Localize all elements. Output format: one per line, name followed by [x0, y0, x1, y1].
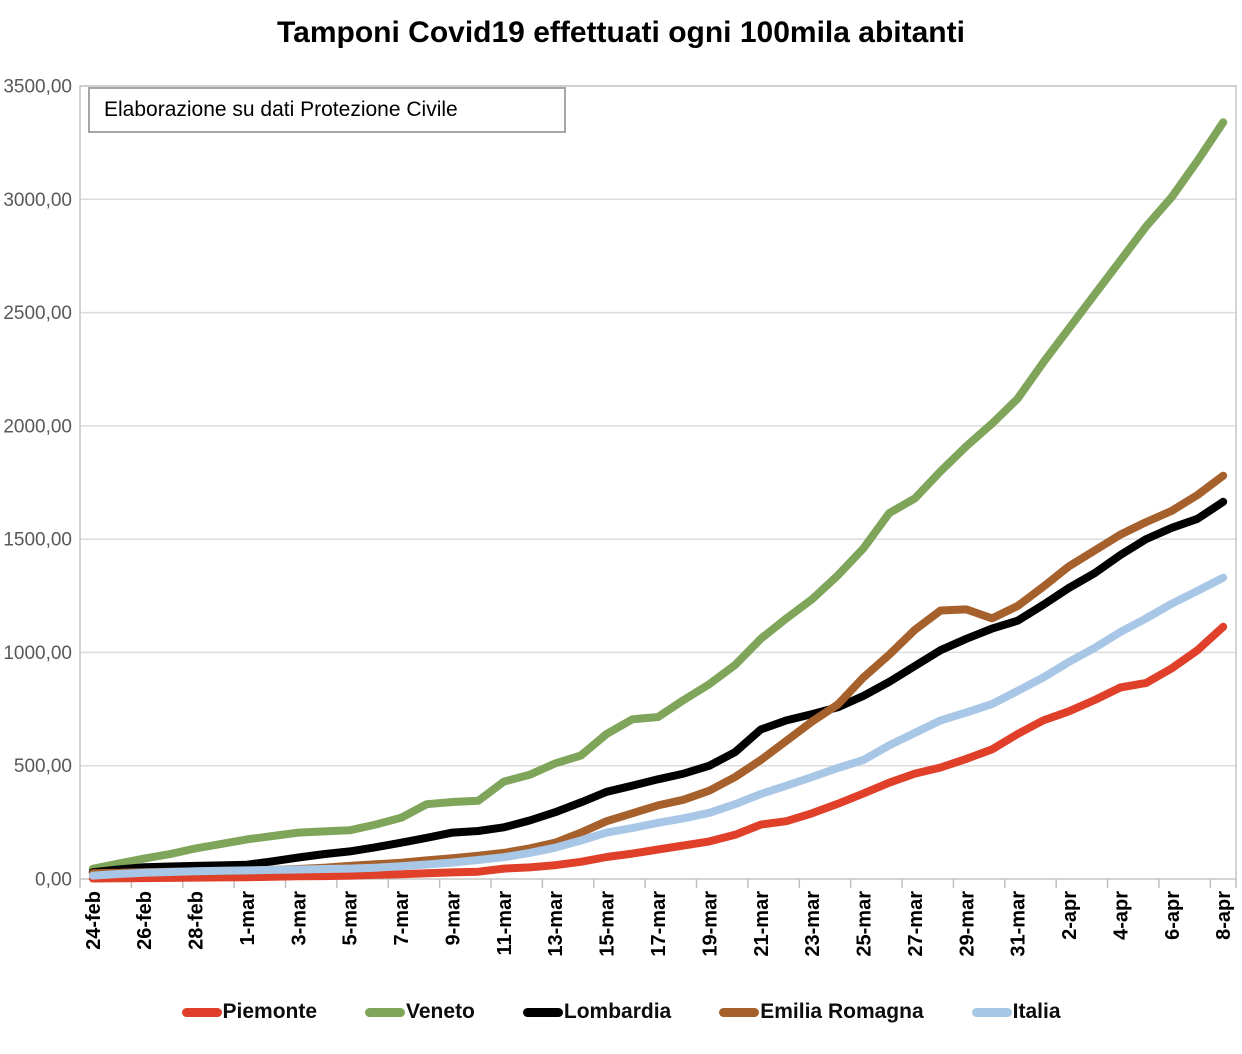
- x-axis-label: 21-mar: [751, 891, 773, 957]
- x-axis-label: 15-mar: [597, 891, 619, 957]
- plot-border: [79, 85, 1237, 880]
- x-axis-label: 19-mar: [699, 891, 721, 957]
- x-axis-label: 2-apr: [1059, 891, 1081, 940]
- y-axis-label: 1000,00: [3, 643, 72, 664]
- legend-label-lombardia: Lombardia: [563, 1000, 672, 1023]
- y-axis-label: 3500,00: [3, 77, 72, 98]
- x-axis-label: 31-mar: [1008, 891, 1030, 957]
- x-axis-label: 11-mar: [494, 891, 516, 956]
- x-axis-label: 4-apr: [1110, 891, 1132, 940]
- x-axis-label: 13-mar: [545, 891, 567, 957]
- legend-item-veneto: Veneto: [365, 1000, 475, 1024]
- legend-swatch-italia-icon: [971, 1007, 1012, 1017]
- x-axis-label: 25-mar: [854, 891, 876, 957]
- x-axis-label: 17-mar: [648, 891, 670, 957]
- x-axis-label: 6-apr: [1162, 891, 1184, 940]
- legend-swatch-lombardia-icon: [522, 1007, 563, 1017]
- y-axis-label: 1500,00: [3, 530, 72, 551]
- x-axis-label: 9-mar: [442, 891, 464, 946]
- series-line-veneto: [88, 118, 1228, 873]
- page-title: Tamponi Covid19 effettuati ogni 100mila …: [277, 16, 965, 49]
- series-line-lombardia: [88, 497, 1228, 877]
- x-axis-label: 29-mar: [956, 891, 978, 957]
- legend-label-veneto: Veneto: [406, 1000, 475, 1023]
- y-axis-label: 0,00: [35, 870, 72, 891]
- legend-label-piemonte: Piemonte: [222, 1000, 318, 1023]
- y-axis-label: 2000,00: [3, 416, 72, 437]
- legend-label-emilia-romagna: Emilia Romagna: [760, 1000, 924, 1023]
- legend-label-italia: Italia: [1012, 1000, 1061, 1023]
- y-axis-label: 3000,00: [3, 190, 72, 211]
- legend-swatch-veneto-icon: [365, 1007, 406, 1017]
- y-axis-label: 500,00: [14, 756, 72, 777]
- legend-swatch-emilia-romagna-icon: [719, 1007, 760, 1017]
- x-axis-label: 8-apr: [1213, 891, 1235, 940]
- x-axis-label: 27-mar: [905, 891, 927, 957]
- series-line-piemonte: [88, 622, 1228, 883]
- annotation-box: Elaborazione su dati Protezione Civile: [88, 87, 566, 133]
- legend-item-emilia-romagna: Emilia Romagna: [719, 1000, 924, 1024]
- legend-item-piemonte: Piemonte: [181, 1000, 318, 1024]
- x-axis-label: 7-mar: [391, 891, 413, 946]
- x-axis-label: 23-mar: [802, 891, 824, 957]
- x-axis-label: 3-mar: [288, 891, 310, 946]
- annotation-text: Elaborazione su dati Protezione Civile: [104, 98, 458, 121]
- chart-legend: Piemonte Veneto Lombardia Emilia Romagna…: [0, 1000, 1242, 1024]
- x-axis-label: 5-mar: [340, 891, 362, 946]
- y-axis-label: 2500,00: [3, 303, 72, 324]
- series-line-italia: [88, 573, 1228, 880]
- x-axis-label: 1-mar: [237, 891, 259, 946]
- legend-item-lombardia: Lombardia: [522, 1000, 672, 1024]
- legend-item-italia: Italia: [971, 1000, 1061, 1024]
- x-axis-label: 24-feb: [83, 891, 105, 950]
- legend-swatch-piemonte-icon: [181, 1007, 222, 1017]
- x-axis-label: 26-feb: [134, 891, 156, 950]
- x-axis-label: 28-feb: [186, 891, 208, 950]
